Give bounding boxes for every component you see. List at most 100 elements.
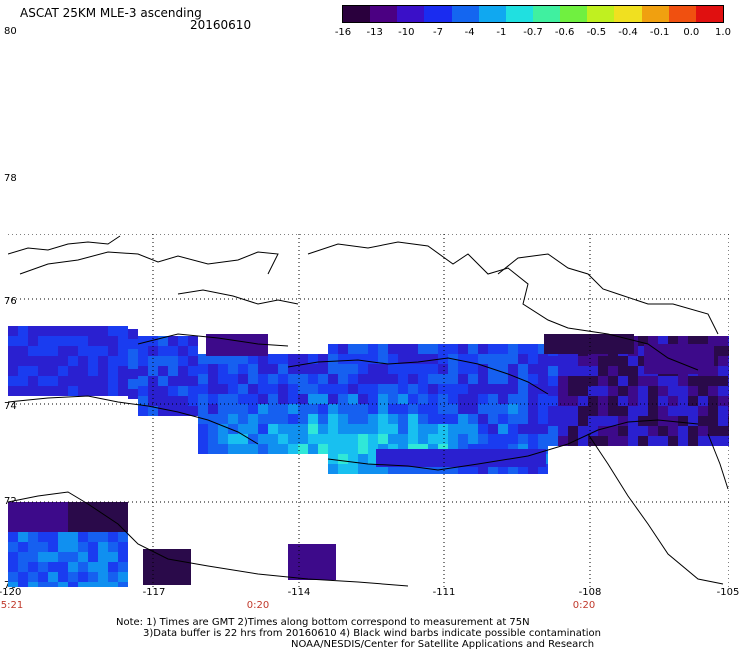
wind-cell xyxy=(518,354,528,364)
wind-cell xyxy=(128,349,138,359)
wind-cell xyxy=(48,552,58,562)
wind-cell xyxy=(268,424,278,434)
wind-cell xyxy=(168,396,178,406)
wind-cell xyxy=(108,532,118,542)
colorbar-tick-label: -0.5 xyxy=(586,27,607,38)
wind-cell xyxy=(528,384,538,394)
wind-cell xyxy=(88,512,98,522)
wind-cell xyxy=(108,336,118,346)
wind-cell xyxy=(368,364,378,374)
wind-cell xyxy=(8,552,18,562)
wind-cell xyxy=(248,394,258,404)
wind-cell xyxy=(478,404,488,414)
wind-cell xyxy=(508,424,518,434)
wind-cell xyxy=(8,542,18,552)
wind-cell xyxy=(278,444,288,454)
wind-cell xyxy=(608,366,618,376)
wind-cell xyxy=(348,364,358,374)
wind-cell xyxy=(298,354,308,364)
wind-cell xyxy=(618,366,628,376)
wind-cell xyxy=(228,384,238,394)
wind-cell xyxy=(218,424,228,434)
wind-cell xyxy=(408,384,418,394)
wind-cell xyxy=(138,396,148,406)
wind-cell xyxy=(68,552,78,562)
graticule xyxy=(8,234,729,587)
wind-cell xyxy=(288,384,298,394)
wind-cell xyxy=(708,396,718,406)
wind-cell xyxy=(228,394,238,404)
wind-cell xyxy=(568,356,578,366)
wind-cell xyxy=(348,434,358,444)
coast-banks-south xyxy=(137,333,289,347)
wind-cell xyxy=(218,374,228,384)
wind-cell xyxy=(138,356,148,366)
wind-cell xyxy=(488,424,498,434)
wind-cell xyxy=(488,404,498,414)
wind-cell xyxy=(208,414,218,424)
wind-cell xyxy=(258,374,268,384)
time-label-2: 0:20 xyxy=(246,600,270,611)
wind-cell xyxy=(118,376,128,386)
wind-cell xyxy=(28,366,38,376)
wind-cell xyxy=(348,424,358,434)
wind-cell xyxy=(548,396,558,406)
wind-cell xyxy=(78,326,88,336)
wind-cell xyxy=(668,426,678,436)
wind-cell xyxy=(418,464,428,474)
wind-cell xyxy=(638,396,648,406)
wind-cell xyxy=(408,354,418,364)
wind-cell xyxy=(458,414,468,424)
wind-cell xyxy=(278,414,288,424)
wind-cell xyxy=(198,444,208,454)
wind-cell xyxy=(118,562,128,572)
wind-cell xyxy=(88,346,98,356)
wind-cell xyxy=(358,374,368,384)
wind-cell xyxy=(418,414,428,424)
wind-cell xyxy=(558,406,568,416)
wind-cell xyxy=(408,404,418,414)
wind-cell xyxy=(298,424,308,434)
wind-cell xyxy=(98,336,108,346)
wind-cell xyxy=(568,396,578,406)
wind-cell xyxy=(28,512,38,522)
wind-cell xyxy=(488,344,498,354)
wind-cell xyxy=(598,416,608,426)
wind-cell xyxy=(248,404,258,414)
wind-cell xyxy=(98,532,108,542)
wind-cell xyxy=(588,406,598,416)
wind-cell xyxy=(108,386,118,396)
wind-cell xyxy=(68,356,78,366)
wind-cell xyxy=(108,502,118,512)
wind-cell xyxy=(438,394,448,404)
wind-cell xyxy=(58,582,68,587)
wind-cell xyxy=(278,404,288,414)
wind-cell xyxy=(48,386,58,396)
wind-cell xyxy=(338,454,348,464)
wind-cell xyxy=(78,366,88,376)
wind-cell xyxy=(478,424,488,434)
wind-cell xyxy=(458,404,468,414)
wind-cell xyxy=(718,396,728,406)
wind-cell xyxy=(48,542,58,552)
wind-cell xyxy=(298,394,308,404)
wind-cell xyxy=(668,436,678,446)
wind-cell xyxy=(88,542,98,552)
wind-cell xyxy=(478,384,488,394)
wind-cell xyxy=(228,374,238,384)
wind-cell xyxy=(188,356,198,366)
wind-cell xyxy=(408,434,418,444)
wind-cell xyxy=(598,356,608,366)
coast-east-2 xyxy=(707,433,729,490)
wind-cell xyxy=(418,434,428,444)
wind-cell xyxy=(168,346,178,356)
wind-cell xyxy=(538,434,548,444)
wind-cell xyxy=(378,394,388,404)
wind-cell xyxy=(208,444,218,454)
coast-victoria-east xyxy=(497,253,719,335)
wind-cell xyxy=(408,464,418,474)
wind-cell xyxy=(668,336,678,346)
wind-cell xyxy=(88,552,98,562)
wind-cell xyxy=(158,386,168,396)
wind-cell xyxy=(448,404,458,414)
